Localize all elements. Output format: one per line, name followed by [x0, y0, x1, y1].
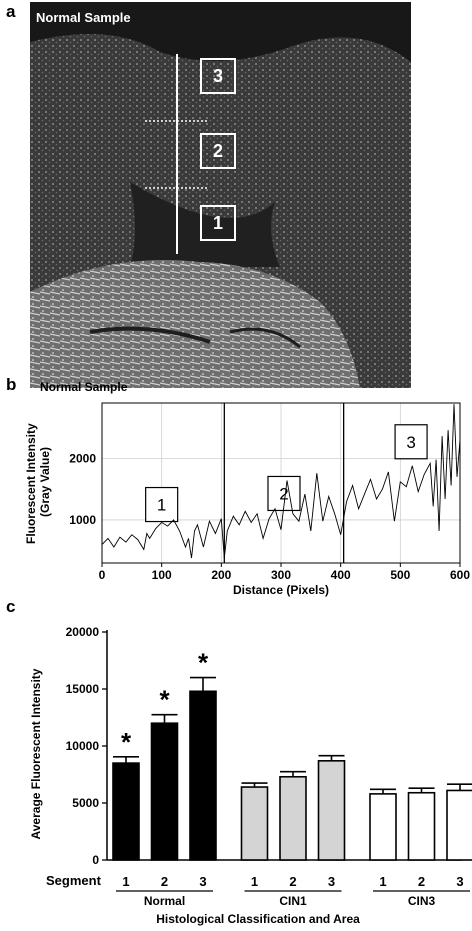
x-tick-label: 600 — [450, 568, 470, 582]
intensity-profile-line — [101, 404, 461, 559]
x-tick-label: 200 — [211, 568, 231, 582]
segment-box-3: 3 — [200, 58, 236, 94]
micrograph-image — [30, 2, 411, 388]
y-tick-label: 0 — [92, 853, 99, 867]
bar-cin1 — [279, 775, 307, 861]
significance-marker: * — [159, 685, 170, 715]
segment-tick-label: 2 — [289, 874, 296, 889]
average-intensity-bar-chart: 0 5000 10000 15000 20000 * 1 * 2 * 3 Normal 1 2 3 CIN1 1… — [29, 625, 472, 926]
chart-c-plot-area: 0 5000 10000 15000 20000 * 1 * 2 * 3 Normal 1 2 3 CIN1 1… — [66, 625, 472, 908]
significance-marker: * — [121, 727, 132, 757]
segment-row-label: Segment — [46, 873, 102, 888]
chart-c-x-axis-label: Histological Classification and Area — [156, 912, 360, 926]
chart-b-y-axis-label: Fluorescent Intensity (Gray Value) — [24, 420, 52, 544]
group-label-cin3: CIN3 — [408, 894, 436, 908]
bar-cin3 — [407, 791, 436, 861]
segment-tick-label: 3 — [199, 874, 206, 889]
panel-a-letter: a — [6, 2, 16, 21]
x-tick-label: 400 — [331, 568, 351, 582]
segment-tick-label: 2 — [161, 874, 168, 889]
y-tick-label: 1000 — [69, 513, 96, 527]
group-label-normal: Normal — [144, 894, 185, 908]
bar-cin3 — [446, 789, 472, 861]
y-tick-label: 20000 — [66, 625, 100, 639]
region-label-box — [394, 424, 428, 460]
panel-b-letter: b — [6, 375, 17, 394]
chart-b-title: Normal Sample — [40, 380, 128, 394]
region-label: 3 — [406, 433, 415, 452]
chart-b-plot-area: 1 2 3 0 100 200 300 400 500 600 1000 2000 — [69, 402, 470, 582]
segment-tick-label: 3 — [328, 874, 335, 889]
y-tick-label: 10000 — [66, 739, 100, 753]
segment-box-2: 2 — [200, 133, 236, 169]
x-tick-label: 500 — [390, 568, 410, 582]
bar-cin1 — [240, 786, 269, 861]
segment-tick-label: 1 — [251, 874, 258, 889]
chart-b-x-axis-label: Distance (Pixels) — [233, 583, 329, 597]
y-tick-label: 2000 — [69, 451, 96, 465]
bar-cin3 — [369, 793, 397, 861]
intensity-profile-chart: Normal Sample 1 2 3 0 100 200 300 400 500 600 1000… — [24, 380, 470, 597]
panel-c-letter: c — [6, 597, 16, 616]
x-tick-label: 300 — [271, 568, 291, 582]
x-tick-label: 100 — [152, 568, 172, 582]
segment-box-1: 1 — [200, 205, 236, 241]
chart-c-y-axis-label: Average Fluorescent Intensity — [29, 668, 43, 839]
bar-normal — [112, 762, 140, 861]
y-tick-label: 5000 — [72, 796, 99, 810]
fluorescence-micrograph: Normal Sample 3 2 1 — [30, 2, 411, 388]
x-tick-label: 0 — [99, 568, 106, 582]
bar-normal — [189, 690, 217, 861]
bar-cin1 — [317, 760, 346, 861]
segment-tick-label: 2 — [418, 874, 425, 889]
region-label: 2 — [279, 484, 288, 503]
region-label-box — [145, 486, 179, 523]
segment-tick-label: 1 — [122, 874, 129, 889]
segment-tick-label: 1 — [379, 874, 386, 889]
segment-tick-label: 3 — [456, 874, 463, 889]
micrograph-title: Normal Sample — [36, 10, 131, 25]
y-tick-label: 15000 — [66, 682, 100, 696]
bar-normal — [150, 722, 179, 861]
region-label: 1 — [157, 496, 166, 515]
group-label-cin1: CIN1 — [279, 894, 307, 908]
significance-marker: * — [198, 648, 209, 678]
